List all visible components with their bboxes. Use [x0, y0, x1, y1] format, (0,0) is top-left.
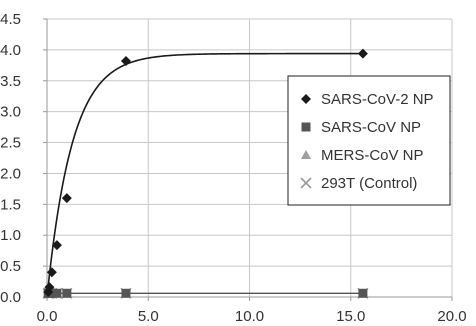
data-point-sars-cov-2-np [44, 282, 55, 293]
data-point-sars-cov-2-np [46, 267, 57, 278]
x-tick-label: 0.0 [37, 308, 58, 325]
x-axis-tick-labels: 0.0 5.0 10.0 15.0 20.0 [37, 308, 467, 325]
x-tick-label: 10.0 [235, 308, 264, 325]
legend-marker-sars-cov-2-np [301, 94, 311, 104]
y-tick-label: 4.0 [0, 42, 21, 59]
y-tick-label: 0.0 [0, 289, 21, 306]
data-point-sars-cov-np [121, 288, 131, 298]
y-axis-tick-labels: 0.0 0.5 1.0 1.5 2.0 2.5 3.0 3.5 4.0 4.5 [0, 11, 21, 306]
legend: SARS-CoV-2 NP SARS-CoV NP MERS-CoV NP 293T … [287, 75, 451, 206]
grid [47, 18, 453, 297]
legend-marker-293t-control [300, 177, 312, 189]
legend-marker-sars-cov-np [301, 122, 311, 132]
data-point-sars-cov-np [358, 288, 368, 298]
x-tick-label: 5.0 [138, 308, 159, 325]
y-tick-label: 1.5 [0, 196, 21, 213]
legend-label-sars-cov-np: SARS-CoV NP [321, 119, 421, 136]
y-tick-label: 2.0 [0, 165, 21, 182]
y-tick-label: 4.5 [0, 11, 21, 28]
fit-curve-sars-cov-2-np [46, 52, 363, 298]
x-tick-label: 15.0 [336, 308, 365, 325]
y-tick-label: 1.0 [0, 227, 21, 244]
legend-box [287, 75, 451, 206]
y-tick-label: 3.0 [0, 104, 21, 121]
data-point-sars-cov-2-np [357, 48, 368, 59]
data-point-sars-cov-np [62, 288, 72, 298]
legend-marker-mers-cov-np [301, 150, 311, 159]
legend-label-sars-cov-2-np: SARS-CoV-2 NP [321, 91, 434, 108]
data-point-sars-cov-np [52, 288, 62, 298]
legend-label-mers-cov-np: MERS-CoV NP [321, 147, 424, 164]
y-tick-label: 2.5 [0, 135, 21, 152]
legend-label-293t-control: 293T (Control) [321, 175, 417, 192]
data-point-sars-cov-2-np [61, 193, 72, 204]
y-tick-label: 3.5 [0, 73, 21, 90]
data-markers [42, 48, 369, 299]
axes [43, 18, 453, 301]
x-tick-label: 20.0 [437, 308, 466, 325]
data-point-sars-cov-2-np [120, 56, 131, 67]
data-point-sars-cov-2-np [51, 240, 62, 251]
y-tick-label: 0.5 [0, 258, 21, 275]
